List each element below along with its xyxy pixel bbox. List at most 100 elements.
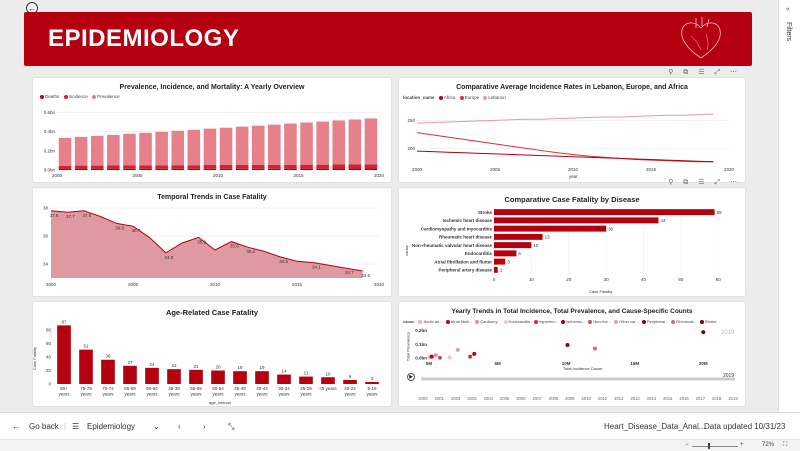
go-back-arrow-icon[interactable]: ← <box>12 422 20 431</box>
bar-segment-deaths <box>348 168 362 170</box>
data-label: 11 <box>304 371 309 376</box>
category-label: years <box>58 392 70 397</box>
x-tick-label: 2005 <box>128 282 139 287</box>
x-axis-title: Total Incidence Cause <box>563 366 603 371</box>
prevalence-chart-card[interactable]: Prevalence, Incidence, and Mortality: A … <box>33 78 391 182</box>
data-label: 21 <box>193 364 199 369</box>
timeline-year-label: 2014 <box>647 396 657 401</box>
bar-segment-prevalence <box>155 131 168 166</box>
y-tick-label: 0.2bn <box>415 328 427 333</box>
fit-page-icon[interactable]: ⛶ <box>783 442 788 448</box>
data-label: 13 <box>545 235 551 240</box>
y-tick-label: 38 <box>43 206 49 211</box>
legend-marker <box>418 319 423 324</box>
data-label: 10 <box>325 371 331 376</box>
x-axis-title: age_interval <box>209 400 231 405</box>
collapse-filters-icon[interactable]: « <box>786 6 790 13</box>
zoom-in-icon[interactable]: + <box>740 442 744 448</box>
bar-segment-deaths <box>155 168 168 170</box>
bar-segment-prevalence <box>171 130 185 166</box>
zoom-out-icon[interactable]: − <box>685 442 689 448</box>
bar-segment-incidence <box>219 165 233 169</box>
bar-segment-deaths <box>268 168 281 170</box>
legend-marker <box>503 319 508 324</box>
category-label: 70-74 <box>102 386 114 391</box>
bar <box>494 258 506 265</box>
filters-pane[interactable]: « Filters <box>778 0 800 412</box>
bar-segment-deaths <box>123 168 136 170</box>
zoom-slider-thumb[interactable] <box>708 443 710 449</box>
chart-title: Comparative Average Incidence Rates in L… <box>456 84 688 91</box>
age-fatality-chart-card[interactable]: Age-Related Case Fatality Case Fatality … <box>32 302 391 406</box>
chevron-down-icon[interactable]: ⌄ <box>153 422 160 431</box>
legend-label: Cardiomy... <box>480 319 501 324</box>
data-updated-label: Data updated 10/31/23 <box>704 422 786 431</box>
timeline-year-label: 2003 <box>467 396 477 401</box>
timeline-year-label: 2019 <box>728 396 738 401</box>
series-line-europe <box>416 132 714 163</box>
yearly-trends-scatter-chart: 0.0bn 0.1bn 0.2bn 0M 5M 10M 15M 20M 2000 2001 2002… <box>415 328 738 401</box>
category-label: years <box>344 392 356 397</box>
expand-icon[interactable]: ⤡ <box>228 422 235 431</box>
bar-segment-deaths <box>203 168 217 170</box>
category-label: years <box>80 392 92 397</box>
legend-marker <box>63 94 68 99</box>
x-tick-label: 2000 <box>412 167 423 172</box>
bar <box>189 369 203 384</box>
case-fatality-trend-card[interactable]: Temporal Trends in Case Fatality 34 36 38 3… <box>33 188 391 296</box>
visual-header-icons[interactable]: ⚲ ⧉ ☰ ⤢ ⋯ <box>668 69 741 76</box>
x-tick-label: 30 <box>604 277 610 282</box>
page-selector[interactable]: Epidemiology <box>87 422 136 431</box>
scatter-point <box>565 343 570 348</box>
category-label: <5 years <box>319 386 337 391</box>
bar-segment-incidence <box>268 164 281 169</box>
bar-segment-incidence <box>123 165 136 169</box>
category-label: 45-49 <box>234 386 246 391</box>
timeline-year-label: 2008 <box>549 396 559 401</box>
x-tick-label: 60 <box>716 277 722 282</box>
bar-segment-deaths <box>284 168 297 170</box>
data-label: 6 <box>518 251 521 256</box>
incidence-line-chart: 200 250 2000 2005 2010 2015 2020 <box>407 113 735 172</box>
bar <box>299 376 313 384</box>
scatter-point <box>437 355 442 360</box>
y-tick-label: 200 <box>407 146 415 151</box>
data-label: 33.7 <box>345 270 354 275</box>
incidence-rates-chart-card[interactable]: ⚲ ⧉ ☰ ⤢ ⋯ Comparative Average Incidence … <box>399 69 745 182</box>
x-tick-label: 0M <box>426 361 433 366</box>
timeline-year-label: 2011 <box>598 396 608 401</box>
data-label: 3 <box>371 376 374 381</box>
x-tick-label: 2000 <box>46 282 57 287</box>
zoom-slider[interactable] <box>692 446 738 447</box>
chart-title: Yearly Trends in Total Incidence, Total … <box>451 308 693 315</box>
disease-fatality-chart-card[interactable]: ⚲ ⧉ ☰ ⤢ ⋯ Comparative Case Fatality by D… <box>399 179 745 296</box>
filters-label[interactable]: Filters <box>785 22 792 42</box>
go-back-button[interactable]: Go back <box>29 422 59 431</box>
bar-segment-prevalence <box>58 137 72 166</box>
legend-marker <box>483 95 488 100</box>
scatter-point <box>701 330 706 335</box>
play-button[interactable]: ▶ <box>407 373 415 381</box>
y-tick-label: 0.1bn <box>415 342 427 347</box>
series-line-lebanon <box>416 113 714 124</box>
data-label: 34.5 <box>279 259 288 264</box>
data-label: 37.8 <box>82 213 91 218</box>
legend-marker <box>561 319 566 324</box>
yearly-trends-scatter-card[interactable]: Yearly Trends in Total Incidence, Total … <box>399 302 745 406</box>
data-label: 20 <box>215 365 221 370</box>
previous-page-icon[interactable]: ‹ <box>178 422 181 431</box>
page-title: EPIDEMIOLOGY <box>48 25 240 52</box>
data-label: 59 <box>717 210 723 215</box>
year-watermark: 2019 <box>721 330 735 336</box>
visual-header-icons[interactable]: ⚲ ⧉ ☰ ⤢ ⋯ <box>668 179 741 186</box>
bottom-navigation-bar: ← Go back | ☰ Epidemiology ⌄ ‹ › ⤡ Heart… <box>0 412 800 439</box>
timeline-year-label: 2010 <box>581 396 591 401</box>
page-list-icon[interactable]: ☰ <box>72 422 80 431</box>
chart-legend: location_name Africa Europe Lebanon <box>403 95 506 100</box>
chart-title: Prevalence, Incidence, and Mortality: A … <box>119 84 305 91</box>
x-tick-label: 40 <box>641 277 647 282</box>
bar-segment-deaths <box>235 168 249 170</box>
report-file-name[interactable]: Heart_Disease_Data_Anal... <box>604 422 706 431</box>
legend-marker <box>699 319 704 324</box>
next-page-icon[interactable]: › <box>203 422 206 431</box>
